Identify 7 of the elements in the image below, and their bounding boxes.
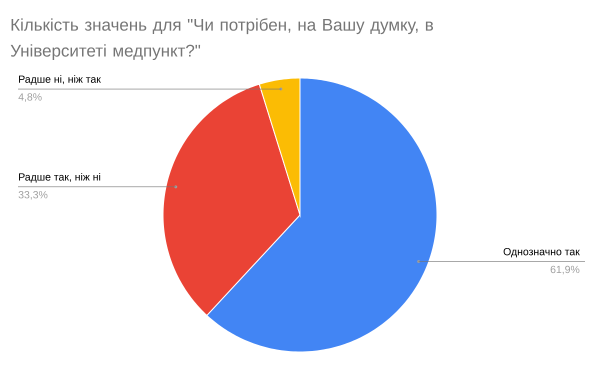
slice-label: Радше так, ніж ні: [19, 172, 100, 183]
chart-title: Кількість значень для "Чи потрібен, на Вашу думку, в Університеті медпункт?": [10, 18, 434, 60]
slice-label: Радше ні, ніж так: [19, 75, 101, 85]
data-label: 4,8%: [18, 93, 42, 102]
slice-label: Однозначно так: [504, 248, 580, 258]
data-label: 61,9%: [550, 266, 580, 274]
data-label: 33,3%: [18, 191, 48, 200]
